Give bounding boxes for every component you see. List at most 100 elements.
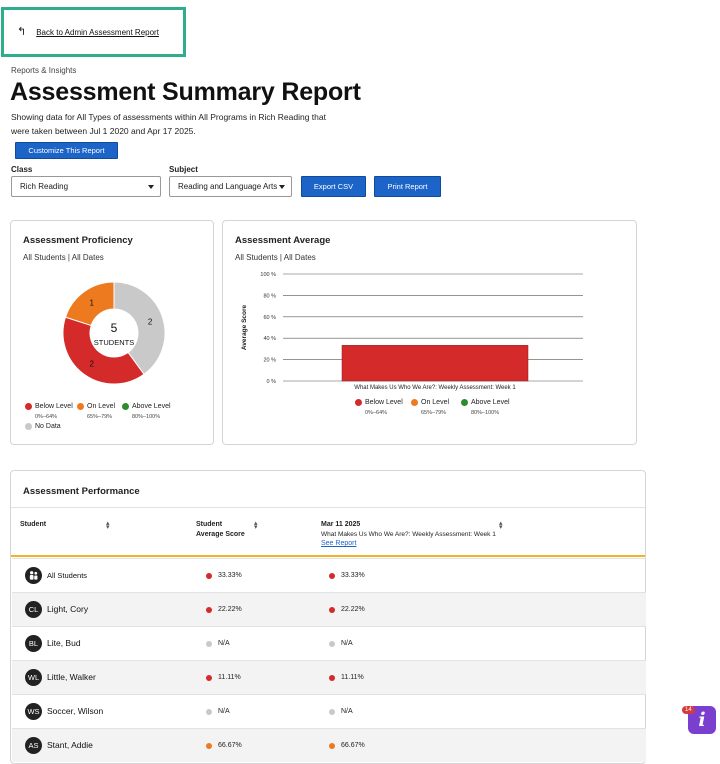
col-header-average[interactable]: Student Average Score <box>196 520 245 540</box>
avatar: AS <box>25 737 42 754</box>
status-dot-icon <box>206 572 212 579</box>
student-name: All Students <box>47 571 88 580</box>
proficiency-card: Assessment Proficiency All Students | Al… <box>10 220 214 445</box>
col-header-student[interactable]: Student <box>20 521 47 528</box>
avatar: BL <box>25 635 42 652</box>
col-header-average-line2: Average Score <box>196 531 245 538</box>
col-header-average-line1: Student <box>196 521 223 528</box>
average-score-value: N/A <box>218 640 230 647</box>
subject-select[interactable]: Reading and Language Arts <box>169 176 292 197</box>
green-dot-icon <box>461 399 468 406</box>
student-name: Stant, Addie <box>47 740 93 750</box>
status-dot-icon <box>329 742 335 749</box>
status-dot-icon <box>329 640 335 647</box>
performance-card: Assessment Performance Student ▴ ▾ Studen… <box>10 470 646 764</box>
assessment-score: N/A <box>329 640 353 647</box>
legend-above-level: Above Level <box>122 403 171 410</box>
assessment-score-value: 33.33% <box>341 572 365 579</box>
red-dot-icon <box>355 399 362 406</box>
legend-on-level: On Level <box>411 399 449 406</box>
legend-label: No Data <box>35 423 61 430</box>
table-row[interactable]: WL Little, Walker 11.11% 11.11% <box>12 660 646 694</box>
student-name: Little, Walker <box>47 672 96 682</box>
back-to-admin-report-link[interactable]: Back to Admin Assessment Report <box>36 27 159 37</box>
y-tick-label: 0 % <box>267 379 277 385</box>
donut-slice-below[interactable] <box>62 316 145 385</box>
performance-title: Assessment Performance <box>23 486 140 497</box>
subject-label: Subject <box>169 165 198 174</box>
group-icon <box>25 567 42 584</box>
header-rule <box>11 555 645 557</box>
average-card: Assessment Average All Students | All Da… <box>222 220 637 445</box>
status-dot-icon <box>329 708 335 715</box>
student-name: Light, Cory <box>47 604 89 614</box>
proficiency-subtitle: All Students | All Dates <box>23 253 104 262</box>
legend-label: On Level <box>87 403 116 410</box>
x-category-label: What Makes Us Who We Are?: Weekly Assess… <box>354 385 516 391</box>
table-row[interactable]: WS Soccer, Wilson N/A N/A <box>12 694 646 728</box>
page-title: Assessment Summary Report <box>10 78 361 106</box>
col-header-date[interactable]: Mar 11 2025 <box>321 521 361 528</box>
green-dot-icon <box>122 403 129 410</box>
average-score-value: 22.22% <box>218 606 242 613</box>
gray-dot-icon <box>25 423 32 430</box>
student-name: Soccer, Wilson <box>47 706 104 716</box>
proficiency-title: Assessment Proficiency <box>23 235 133 246</box>
sort-icon[interactable]: ▴ ▾ <box>499 520 503 531</box>
donut-slice-label: 2 <box>89 360 94 369</box>
status-dot-icon <box>206 742 212 749</box>
legend-above-level: Above Level <box>461 399 510 406</box>
legend-label: On Level <box>421 399 450 406</box>
average-bar[interactable] <box>341 345 529 382</box>
legend-label: Below Level <box>35 403 73 410</box>
legend-on-level: On Level <box>77 403 115 410</box>
avatar: CL <box>25 601 42 618</box>
class-select[interactable]: Rich Reading <box>11 176 161 197</box>
legend-range: 0%–64% <box>365 410 388 416</box>
status-dot-icon <box>206 674 212 681</box>
average-score: N/A <box>206 708 230 715</box>
orange-dot-icon <box>411 399 418 406</box>
sort-icon[interactable]: ▴ ▾ <box>254 520 258 531</box>
table-row[interactable]: All Students 33.33% 33.33% <box>12 558 646 592</box>
y-tick-label: 40 % <box>263 336 276 342</box>
assessment-score-value: 66.67% <box>341 742 365 749</box>
sort-icon[interactable]: ▴ ▾ <box>106 520 110 531</box>
return-arrow-icon: ↰ <box>17 25 27 38</box>
table-row[interactable]: BL Lite, Bud N/A N/A <box>12 626 646 660</box>
legend-range: 0%–64% <box>35 414 58 420</box>
col-header-assessment: What Makes Us Who We Are?: Weekly Assess… <box>321 531 496 538</box>
table-row[interactable]: AS Stant, Addie 66.67% 66.67% <box>12 728 646 762</box>
notification-count-badge: 14 <box>682 706 695 714</box>
y-tick-label: 60 % <box>263 315 276 321</box>
assessment-score: 22.22% <box>329 606 365 613</box>
customize-report-button[interactable]: Customize This Report <box>15 142 118 159</box>
chevron-down-icon <box>279 185 285 189</box>
proficiency-donut-chart: 1 2 2 5 STUDENTS <box>62 281 166 385</box>
average-score-value: N/A <box>218 708 230 715</box>
export-csv-button[interactable]: Export CSV <box>301 176 366 197</box>
assessment-score-value: N/A <box>341 708 353 715</box>
donut-slice-none[interactable] <box>113 281 166 375</box>
y-axis-label: Average Score <box>241 304 248 350</box>
average-score-value: 66.67% <box>218 742 242 749</box>
legend-range: 65%–79% <box>87 414 113 420</box>
y-tick-label: 80 % <box>263 293 276 299</box>
average-title: Assessment Average <box>235 235 331 246</box>
y-tick-label: 20 % <box>263 358 276 364</box>
status-dot-icon <box>329 674 335 681</box>
assessment-score-value: 22.22% <box>341 606 365 613</box>
class-select-value: Rich Reading <box>20 182 69 191</box>
status-dot-icon <box>206 640 212 647</box>
status-dot-icon <box>329 606 335 613</box>
average-score-value: 33.33% <box>218 572 242 579</box>
report-description: Showing data for All Types of assessment… <box>11 112 326 136</box>
table-row[interactable]: CL Light, Cory 22.22% 22.22% <box>12 592 646 626</box>
average-score: 22.22% <box>206 606 242 613</box>
average-score: 66.67% <box>206 742 242 749</box>
print-report-button[interactable]: Print Report <box>374 176 441 197</box>
subject-select-value: Reading and Language Arts <box>178 182 278 191</box>
student-name: Lite, Bud <box>47 638 81 648</box>
legend-range: 80%–100% <box>132 414 161 420</box>
see-report-link[interactable]: See Report <box>321 540 357 547</box>
